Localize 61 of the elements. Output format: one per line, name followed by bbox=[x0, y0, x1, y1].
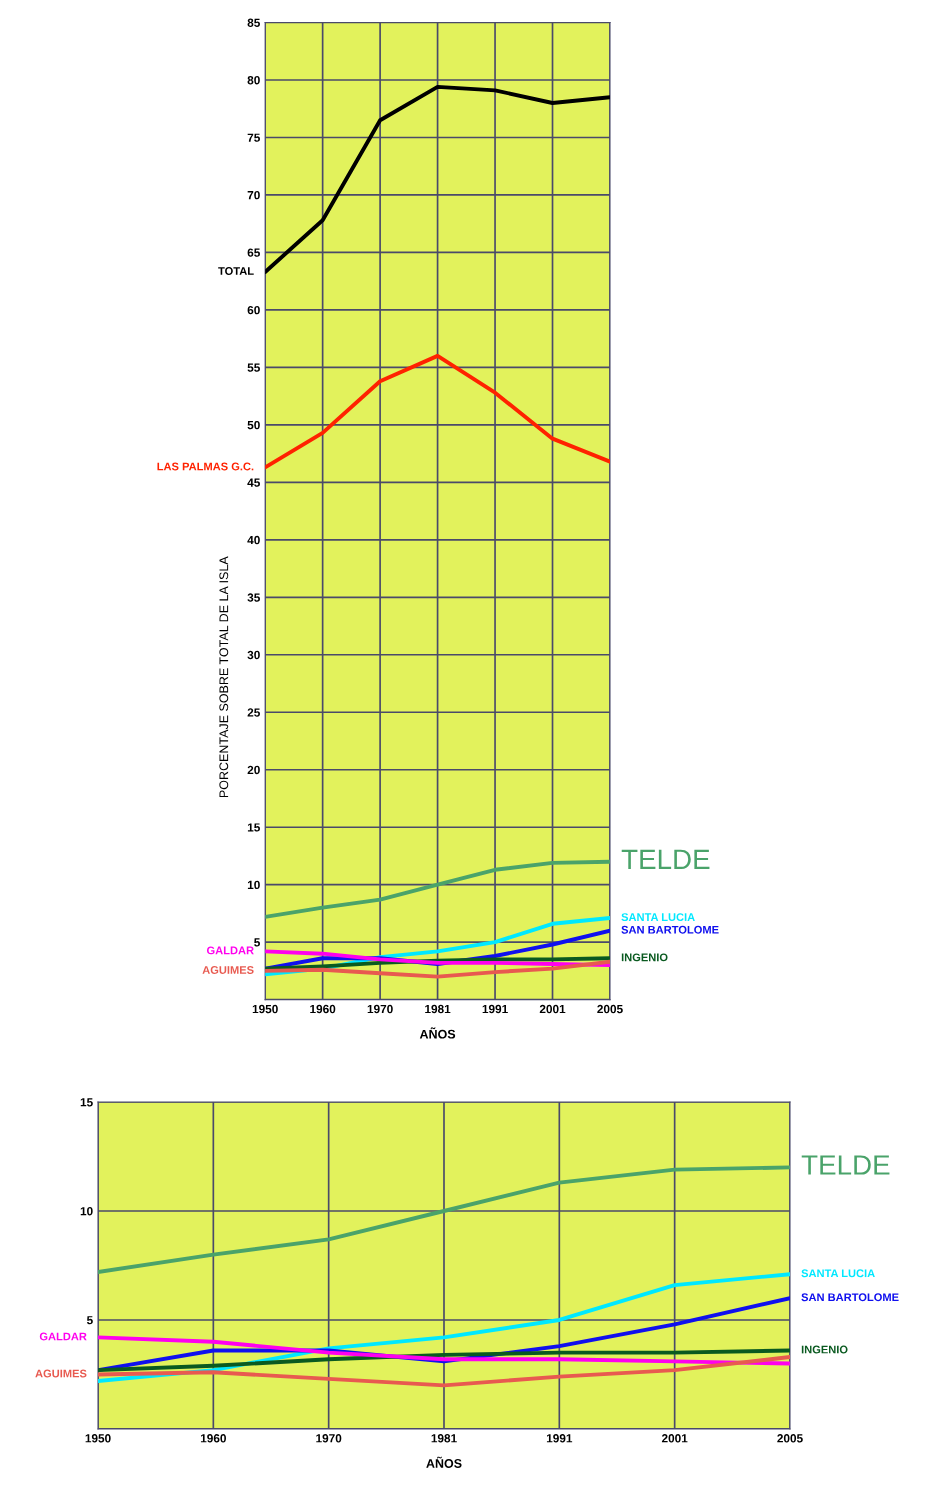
line-series bbox=[265, 353, 610, 470]
y-tick-label: 5 bbox=[86, 1316, 93, 1325]
y-tick-label: 65 bbox=[247, 248, 260, 257]
y-tick-label: 55 bbox=[247, 363, 260, 372]
y-tick-label: 75 bbox=[247, 133, 260, 142]
y-tick-label: 15 bbox=[80, 1098, 93, 1107]
line-series bbox=[98, 1355, 790, 1388]
line-series bbox=[98, 1348, 790, 1373]
x-tick-label: 1981 bbox=[431, 1434, 457, 1443]
series-label: TOTAL bbox=[218, 267, 254, 275]
series-label: INGENIO bbox=[621, 953, 668, 962]
y-tick-label: 10 bbox=[247, 880, 260, 890]
y-tick-label: 85 bbox=[247, 18, 260, 27]
y-tick-label: 70 bbox=[247, 190, 260, 200]
x-tick-label: 1981 bbox=[425, 1004, 451, 1014]
y-tick-label: 50 bbox=[247, 420, 260, 430]
y-tick-label: 20 bbox=[247, 765, 260, 775]
y-tick-label: 60 bbox=[247, 305, 260, 315]
y-tick-label: 25 bbox=[247, 708, 260, 717]
line-series bbox=[265, 949, 610, 968]
y-axis-title: PORCENTAJE SOBRE TOTAL DE LA ISLA bbox=[219, 556, 229, 798]
line-series bbox=[98, 1335, 790, 1366]
series-label: SANTA LUCIA bbox=[621, 913, 695, 922]
line-series bbox=[265, 959, 610, 979]
x-tick-label: 2001 bbox=[661, 1434, 688, 1443]
x-tick-label: 1991 bbox=[546, 1434, 573, 1443]
y-tick-label: 5 bbox=[254, 938, 260, 947]
y-tick-label: 10 bbox=[80, 1207, 93, 1216]
line-series bbox=[265, 956, 610, 971]
x-tick-label: 1991 bbox=[482, 1004, 508, 1014]
x-axis-title: AÑOS bbox=[426, 1456, 462, 1468]
y-tick-label: 80 bbox=[247, 76, 260, 85]
y-tick-label: 35 bbox=[247, 593, 260, 602]
x-tick-label: 2005 bbox=[597, 1004, 623, 1014]
series-label: TELDE bbox=[621, 849, 710, 869]
y-tick-label: 30 bbox=[247, 650, 260, 660]
series-label: GALDAR bbox=[39, 1332, 87, 1341]
series-label: LAS PALMAS G.C. bbox=[157, 462, 254, 471]
y-tick-label: 40 bbox=[247, 535, 260, 545]
series-label: AGUIMES bbox=[202, 966, 254, 974]
series-label: SAN BARTOLOME bbox=[801, 1293, 899, 1302]
x-tick-label: 1970 bbox=[316, 1434, 342, 1443]
y-tick-label: 45 bbox=[247, 478, 260, 487]
x-tick-label: 2005 bbox=[777, 1434, 803, 1443]
x-tick-label: 1970 bbox=[367, 1004, 393, 1014]
line-series bbox=[98, 1165, 790, 1274]
x-axis-title: AÑOS bbox=[419, 1027, 456, 1039]
x-tick-label: 1950 bbox=[85, 1434, 111, 1443]
series-label: INGENIO bbox=[801, 1345, 848, 1354]
x-tick-label: 1960 bbox=[310, 1004, 336, 1014]
line-series bbox=[265, 859, 610, 919]
series-label: SANTA LUCIA bbox=[801, 1269, 875, 1278]
x-tick-label: 1960 bbox=[200, 1434, 226, 1443]
series-label: SAN BARTOLOME bbox=[621, 925, 719, 934]
series-label: GALDAR bbox=[206, 946, 254, 955]
y-tick-label: 15 bbox=[247, 823, 260, 832]
line-series bbox=[265, 84, 610, 274]
x-tick-label: 1950 bbox=[252, 1004, 278, 1014]
x-tick-label: 2001 bbox=[539, 1004, 566, 1014]
series-label: TELDE bbox=[801, 1155, 890, 1175]
series-label: AGUIMES bbox=[35, 1369, 87, 1378]
